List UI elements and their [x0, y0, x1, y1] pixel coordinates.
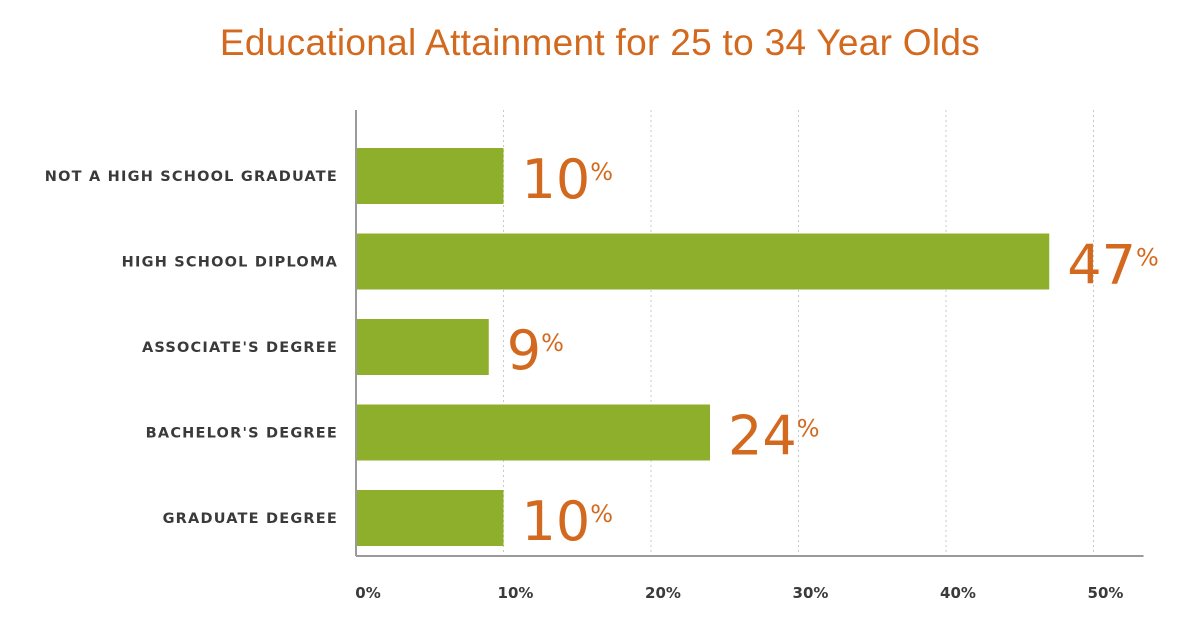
x-tick-label-20: 20% — [645, 584, 681, 602]
x-tick-label-0: 0% — [355, 584, 380, 602]
value-number-3: 24 — [728, 405, 797, 468]
value-label-0: 10% — [522, 148, 614, 211]
value-number-1: 47 — [1067, 234, 1136, 297]
bar-3 — [357, 404, 710, 461]
category-labels: NOT A HIGH SCHOOL GRADUATE HIGH SCHOOL DI… — [45, 169, 338, 527]
bar-4 — [357, 490, 504, 546]
value-labels: 10%47%9%24%10% — [507, 148, 1159, 553]
chart-title: Educational Attainment for 25 to 34 Year… — [219, 22, 981, 63]
value-suffix-3: % — [797, 415, 820, 443]
value-label-4: 10% — [522, 490, 614, 553]
x-tick-label-40: 40% — [940, 584, 976, 602]
value-label-3: 24% — [728, 405, 820, 468]
grid-lines — [503, 110, 1094, 556]
x-tick-labels: 0% 10% 20% 30% 40% 50% — [355, 584, 1123, 602]
bars — [357, 148, 1050, 546]
bar-1 — [357, 233, 1050, 290]
bar-2 — [357, 319, 489, 375]
x-tick-label-10: 10% — [498, 584, 534, 602]
value-suffix-1: % — [1136, 244, 1159, 272]
category-label-4: GRADUATE DEGREE — [163, 511, 338, 527]
value-suffix-2: % — [541, 329, 564, 357]
category-label-3: BACHELOR'S DEGREE — [146, 426, 338, 442]
category-label-1: HIGH SCHOOL DIPLOMA — [122, 255, 338, 271]
category-label-2: ASSOCIATE'S DEGREE — [142, 340, 338, 356]
category-label-0: NOT A HIGH SCHOOL GRADUATE — [45, 169, 338, 185]
value-number-2: 9 — [507, 319, 541, 382]
value-label-1: 47% — [1067, 234, 1159, 297]
value-number-0: 10 — [522, 148, 591, 211]
value-number-4: 10 — [522, 490, 591, 553]
value-label-2: 9% — [507, 319, 564, 382]
x-tick-label-30: 30% — [793, 584, 829, 602]
axes — [355, 110, 1144, 557]
x-tick-label-50: 50% — [1088, 584, 1124, 602]
value-suffix-4: % — [590, 500, 613, 528]
bar-0 — [357, 148, 504, 204]
value-suffix-0: % — [590, 158, 613, 186]
